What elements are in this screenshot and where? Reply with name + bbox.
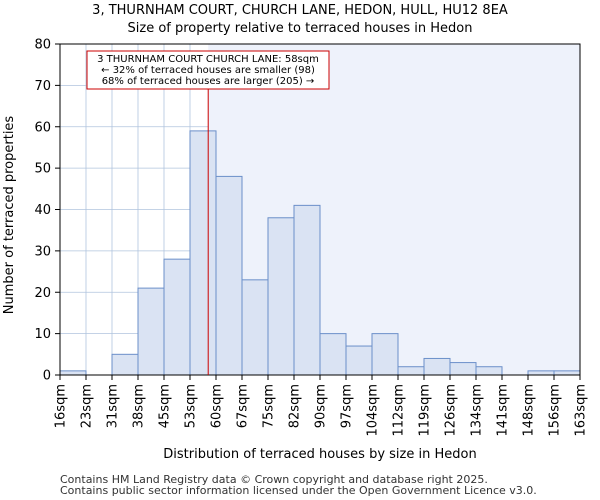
x-tick-label: 112sqm xyxy=(392,384,407,437)
y-axis-label: Number of terraced properties xyxy=(2,116,17,315)
bar xyxy=(137,287,165,376)
x-tick-label: 38sqm xyxy=(132,384,147,428)
x-tick-label: 119sqm xyxy=(418,384,433,437)
x-tick-label: 16sqm xyxy=(54,384,69,428)
annotation-line-3: 68% of terraced houses are larger (205) … xyxy=(102,76,315,87)
bar xyxy=(475,366,503,376)
y-tick-label: 50 xyxy=(34,162,51,177)
annotation-box: 3 THURNHAM COURT CHURCH LANE: 58sqm ← 32… xyxy=(86,50,330,90)
y-tick-label: 70 xyxy=(34,79,51,94)
bar xyxy=(163,258,191,376)
x-tick-label: 156sqm xyxy=(548,384,563,437)
bar xyxy=(527,370,555,376)
x-tick-label: 82sqm xyxy=(288,384,303,428)
y-tick-label: 0 xyxy=(43,369,51,384)
bar xyxy=(449,362,477,376)
x-tick-label: 148sqm xyxy=(522,384,537,437)
annotation-line-1: 3 THURNHAM COURT CHURCH LANE: 58sqm xyxy=(97,54,319,65)
chart-title: 3, THURNHAM COURT, CHURCH LANE, HEDON, H… xyxy=(92,3,508,18)
bar xyxy=(371,333,399,376)
x-tick-label: 60sqm xyxy=(210,384,225,428)
x-tick-label: 31sqm xyxy=(106,384,121,428)
y-tick-label: 40 xyxy=(34,203,51,218)
bar xyxy=(59,370,87,376)
x-tick-label: 97sqm xyxy=(340,384,355,428)
bar xyxy=(241,279,269,376)
x-tick-label: 90sqm xyxy=(314,384,329,428)
x-tick-label: 75sqm xyxy=(262,384,277,428)
y-tick-label: 60 xyxy=(34,120,51,135)
footer-line-1: Contains HM Land Registry data © Crown c… xyxy=(60,473,488,486)
bars xyxy=(59,130,581,376)
bar xyxy=(397,366,425,376)
y-tick-label: 80 xyxy=(34,38,51,53)
x-tick-label: 134sqm xyxy=(470,384,485,437)
annotation-frame xyxy=(86,50,330,90)
bar xyxy=(423,357,451,376)
x-axis-label: Distribution of terraced houses by size … xyxy=(163,447,476,462)
annotation-line-2: ← 32% of terraced houses are smaller (98… xyxy=(101,65,315,76)
x-tick-label: 53sqm xyxy=(184,384,199,428)
x-tick-label: 141sqm xyxy=(496,384,511,437)
footer-line-2: Contains public sector information licen… xyxy=(60,484,537,497)
x-tick-label: 163sqm xyxy=(574,384,589,437)
y-tick-label: 10 xyxy=(34,327,51,342)
y-ticks: 0 10 20 30 40 50 60 70 80 xyxy=(34,38,60,384)
bar xyxy=(293,204,321,376)
y-tick-label: 30 xyxy=(34,244,51,259)
bar xyxy=(215,175,243,376)
x-ticks: 16sqm 23sqm 31sqm 38sqm 45sqm 53sqm 60sqm 67sqm… xyxy=(54,375,589,437)
x-tick-label: 45sqm xyxy=(158,384,173,428)
x-tick-label: 104sqm xyxy=(366,384,381,437)
bar xyxy=(553,370,581,376)
y-tick-label: 20 xyxy=(34,286,51,301)
bar xyxy=(267,217,295,376)
bar xyxy=(345,345,373,376)
chart-subtitle: Size of property relative to terraced ho… xyxy=(128,21,473,36)
x-tick-label: 126sqm xyxy=(444,384,459,437)
x-tick-label: 67sqm xyxy=(236,384,251,428)
x-tick-label: 23sqm xyxy=(80,384,95,428)
bar xyxy=(111,353,139,376)
bar xyxy=(189,130,217,376)
bar xyxy=(319,333,347,376)
